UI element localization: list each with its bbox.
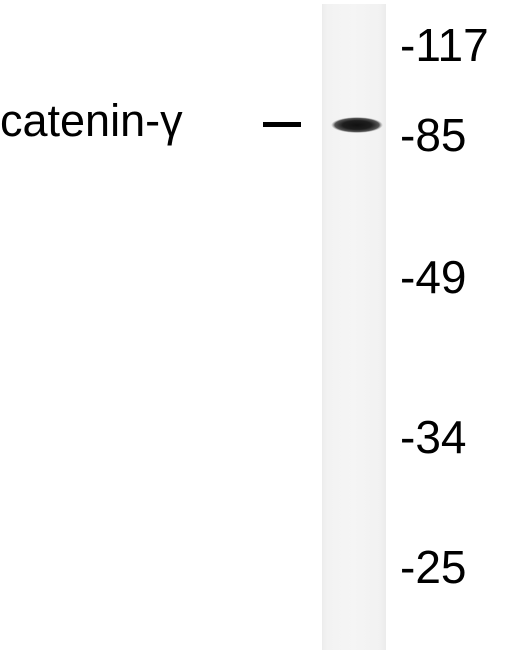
marker-label-49: -49 bbox=[400, 251, 467, 303]
marker-label-25: -25 bbox=[400, 541, 467, 593]
protein-band bbox=[331, 117, 383, 133]
band-indicator-dash bbox=[263, 122, 301, 127]
marker-label-117: -117 bbox=[400, 19, 489, 71]
marker-label-34: -34 bbox=[400, 411, 467, 463]
blot-lane bbox=[322, 4, 386, 650]
protein-label: catenin-γ bbox=[0, 95, 183, 146]
marker-label-85: -85 bbox=[400, 109, 467, 161]
